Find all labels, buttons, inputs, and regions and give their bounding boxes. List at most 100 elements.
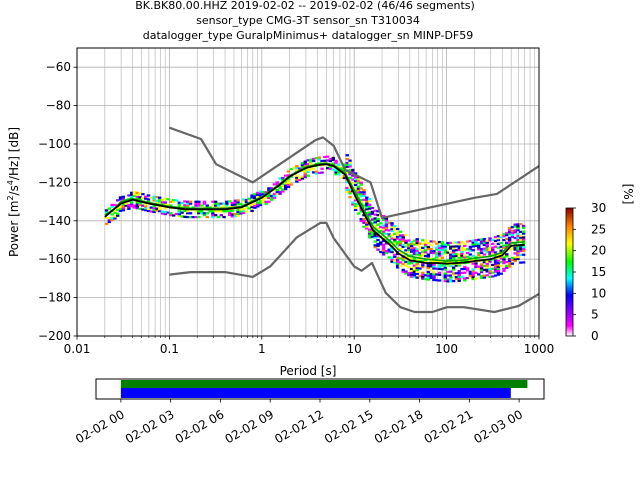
heatmap-cell <box>286 185 291 188</box>
heatmap-cell <box>454 249 459 252</box>
heatmap-cell <box>485 241 489 244</box>
heatmap-cell <box>395 235 400 238</box>
heatmap-cell <box>387 233 391 236</box>
heatmap-cell <box>359 210 363 213</box>
heatmap-cell <box>171 200 176 204</box>
heatmap-cell <box>463 271 467 274</box>
heatmap-cell <box>463 254 467 257</box>
heatmap-cell <box>437 250 442 253</box>
heatmap-cell <box>412 274 417 277</box>
heatmap-cell <box>499 261 503 264</box>
heatmap-cell <box>477 242 481 245</box>
heatmap-cell <box>412 251 417 254</box>
heatmap-cell <box>303 174 307 177</box>
heatmap-cell <box>250 205 254 209</box>
heatmap-cell <box>499 253 503 256</box>
heatmap-cell <box>454 241 459 244</box>
heatmap-cell <box>421 250 425 253</box>
heatmap-cell <box>421 264 425 267</box>
heatmap-cell <box>185 204 190 207</box>
heatmap-cell <box>314 157 319 160</box>
heatmap-cell <box>460 256 464 259</box>
heatmap-cell <box>474 265 478 269</box>
heatmap-cell <box>219 210 223 213</box>
heatmap-cell <box>255 195 260 198</box>
heatmap-cell <box>258 200 263 203</box>
heatmap-cell <box>463 244 467 247</box>
heatmap-cell <box>236 214 240 217</box>
heatmap-cell <box>429 276 433 279</box>
heatmap-cell <box>421 260 425 263</box>
heatmap-cell <box>297 167 302 170</box>
heatmap-cell <box>415 251 419 254</box>
heatmap-cell <box>395 231 400 234</box>
heatmap-cell <box>297 178 302 182</box>
heatmap-cell <box>465 248 470 251</box>
heatmap-cell <box>435 256 439 259</box>
heatmap-cell <box>216 204 221 207</box>
heatmap-cell <box>398 240 403 243</box>
heatmap-cell <box>188 216 193 219</box>
heatmap-cell <box>376 238 380 242</box>
heatmap-cell <box>409 250 414 253</box>
heatmap-cell <box>407 247 411 250</box>
heatmap-cell <box>353 183 358 187</box>
title-line-2: sensor_type CMG-3T sensor_sn T310034 <box>196 14 420 27</box>
heatmap-cell <box>253 195 257 198</box>
heatmap-cell <box>365 196 369 199</box>
heatmap-cell <box>365 211 369 215</box>
heatmap-cell <box>370 233 375 236</box>
heatmap-cell <box>381 226 386 229</box>
heatmap-cell <box>482 274 487 277</box>
heatmap-cell <box>116 212 120 215</box>
heatmap-cell <box>356 193 361 196</box>
heatmap-cell <box>398 244 403 247</box>
heatmap-cell <box>415 247 419 250</box>
heatmap-cell <box>412 241 417 244</box>
heatmap-cell <box>407 266 411 269</box>
heatmap-cell <box>163 207 167 210</box>
y-label-sup-1: 2 <box>6 195 15 200</box>
heatmap-cell <box>152 208 156 212</box>
heatmap-cell <box>373 240 377 243</box>
heatmap-cell <box>233 203 237 206</box>
heatmap-cell <box>491 263 495 267</box>
heatmap-cell <box>409 273 414 276</box>
heatmap-cell <box>390 222 394 225</box>
heatmap-cell <box>412 276 417 279</box>
heatmap-cell <box>188 200 193 203</box>
heatmap-cell <box>446 270 450 273</box>
heatmap-cell <box>370 231 375 235</box>
heatmap-cell <box>258 190 263 193</box>
heatmap-cell <box>211 210 215 213</box>
heatmap-cell <box>457 277 461 280</box>
heatmap-cell <box>258 192 263 195</box>
heatmap-cell <box>468 239 473 243</box>
heatmap-cell <box>437 246 442 249</box>
heatmap-cell <box>138 203 142 207</box>
heatmap-cell <box>435 254 439 257</box>
heatmap-cell <box>491 250 495 253</box>
heatmap-cell <box>432 267 436 270</box>
heatmap-cell <box>516 229 520 232</box>
heatmap-cell <box>482 253 487 256</box>
heatmap-cell <box>370 206 375 210</box>
heatmap-cell <box>356 185 361 188</box>
heatmap-cell <box>395 262 400 265</box>
heatmap-cell <box>141 196 145 200</box>
heatmap-cell <box>348 169 352 172</box>
heatmap-cell <box>365 223 369 226</box>
heatmap-cell <box>381 236 386 239</box>
heatmap-cell <box>113 209 117 212</box>
heatmap-cell <box>516 225 520 228</box>
heatmap-cell <box>255 201 260 204</box>
heatmap-cell <box>353 178 358 181</box>
heatmap-cell <box>519 230 523 233</box>
heatmap-cell <box>381 243 386 246</box>
heatmap-cell <box>384 219 389 222</box>
heatmap-cell <box>521 226 526 229</box>
heatmap-cell <box>303 164 307 167</box>
heatmap-cell <box>381 224 386 227</box>
heatmap-cell <box>401 257 405 260</box>
